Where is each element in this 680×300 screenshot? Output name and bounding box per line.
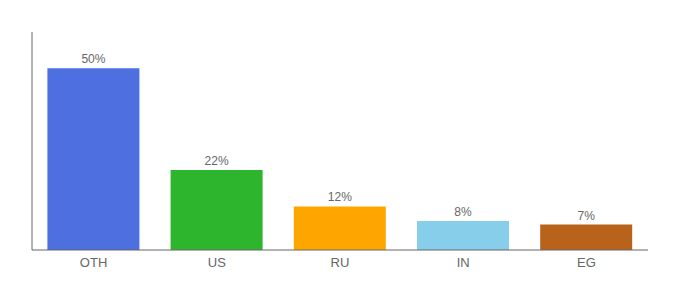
svg-text:22%: 22% bbox=[205, 154, 229, 168]
svg-text:50%: 50% bbox=[81, 52, 105, 66]
svg-text:RU: RU bbox=[331, 255, 350, 270]
svg-text:8%: 8% bbox=[454, 205, 472, 219]
svg-text:OTH: OTH bbox=[80, 255, 107, 270]
svg-text:12%: 12% bbox=[328, 190, 352, 204]
svg-text:IN: IN bbox=[457, 255, 470, 270]
svg-text:EG: EG bbox=[577, 255, 596, 270]
svg-text:7%: 7% bbox=[578, 209, 596, 223]
svg-text:US: US bbox=[208, 255, 226, 270]
